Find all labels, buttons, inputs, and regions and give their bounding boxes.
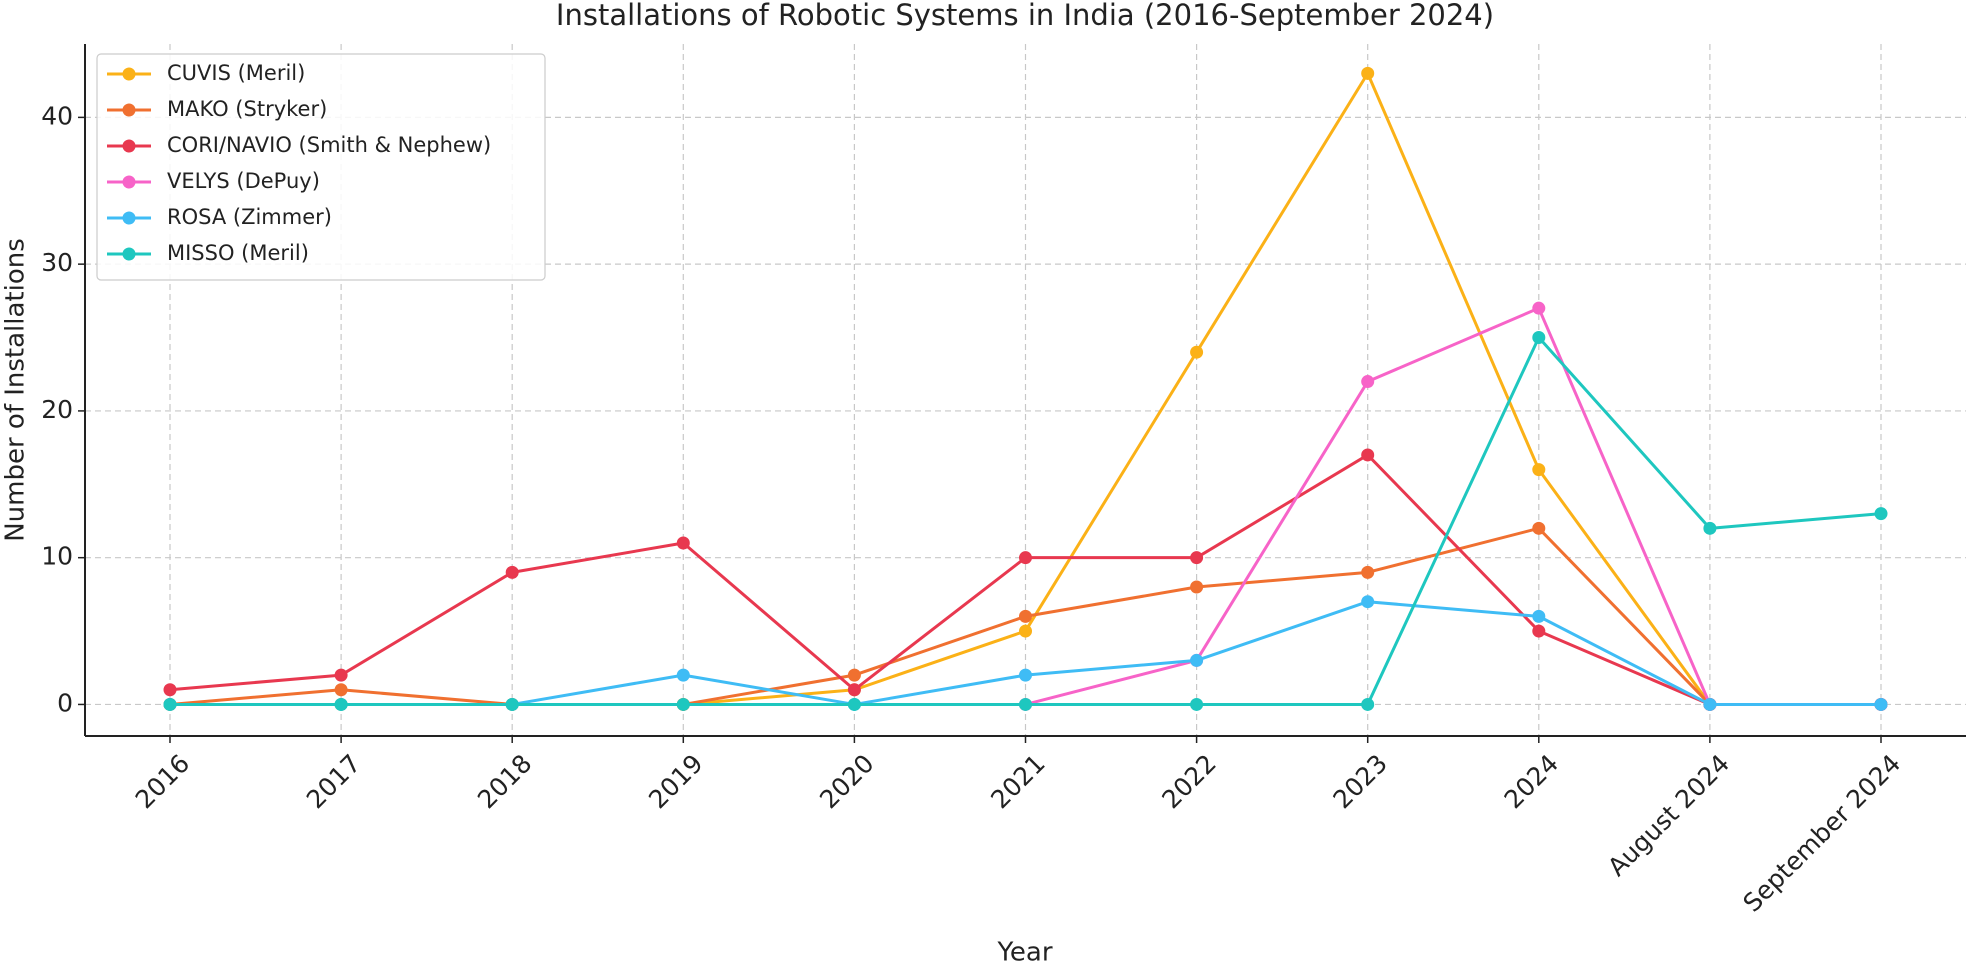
x-tick-label: 2017: [301, 749, 366, 814]
data-point: [1703, 697, 1717, 711]
legend-label: MISSO (Meril): [167, 241, 309, 265]
data-point: [1019, 551, 1032, 565]
data-point: [1532, 521, 1546, 535]
data-point: [847, 683, 861, 697]
y-tick-label: 30: [41, 248, 73, 277]
y-axis-label: Number of Installations: [1, 238, 31, 542]
data-point: [1874, 507, 1888, 521]
data-point: [1532, 624, 1546, 638]
x-tick-label: 2024: [1499, 749, 1564, 814]
data-point: [163, 697, 177, 711]
legend-swatch: [122, 247, 136, 261]
data-point: [505, 697, 519, 711]
legend-swatch: [122, 67, 136, 81]
x-tick-label: 2020: [814, 749, 879, 814]
legend-label: CORI/NAVIO (Smith & Nephew): [167, 133, 491, 157]
legend-label: MAKO (Stryker): [167, 97, 327, 121]
data-point: [1874, 697, 1888, 711]
data-point: [1703, 521, 1717, 535]
data-point: [847, 668, 861, 682]
x-tick-label: August 2024: [1602, 749, 1735, 882]
data-point: [334, 683, 348, 697]
data-point: [1361, 697, 1375, 711]
x-tick-label: 2019: [643, 749, 708, 814]
data-point: [1019, 609, 1032, 623]
data-point: [1532, 609, 1546, 623]
data-point: [1532, 331, 1546, 345]
data-point: [1190, 345, 1204, 359]
data-point: [1190, 551, 1204, 565]
data-point: [334, 697, 348, 711]
data-point: [1361, 595, 1375, 609]
data-point: [334, 668, 348, 682]
x-tick-label: 2018: [472, 749, 537, 814]
data-point: [1019, 668, 1032, 682]
data-point: [676, 697, 690, 711]
data-point: [505, 565, 519, 579]
x-tick-label: 2016: [130, 749, 195, 814]
y-tick-label: 0: [57, 688, 73, 717]
data-point: [163, 683, 177, 697]
legend-swatch: [122, 211, 136, 225]
data-point: [1019, 624, 1032, 638]
data-point: [847, 697, 861, 711]
data-point: [1532, 301, 1546, 315]
data-point: [1361, 66, 1375, 80]
series-line: [1025, 306, 1881, 706]
legend-swatch: [122, 103, 136, 117]
legend-swatch: [122, 175, 136, 189]
y-tick-label: 10: [41, 542, 73, 571]
data-point: [676, 668, 690, 682]
x-tick-label: 2022: [1156, 749, 1221, 814]
legend-label: ROSA (Zimmer): [167, 205, 332, 229]
data-point: [1019, 697, 1032, 711]
legend-box: [96, 53, 546, 281]
legend-swatch: [122, 139, 136, 153]
x-tick-label: 2021: [985, 749, 1050, 814]
x-axis-label: Year: [996, 938, 1052, 968]
data-point: [1190, 580, 1204, 594]
data-point: [676, 536, 690, 550]
data-point: [1361, 448, 1375, 462]
data-point: [1361, 565, 1375, 579]
chart-title: Installations of Robotic Systems in Indi…: [556, 0, 1494, 32]
x-tick-label: September 2024: [1737, 749, 1906, 918]
legend-label: VELYS (DePuy): [167, 169, 320, 193]
data-point: [1190, 653, 1204, 667]
y-tick-label: 40: [41, 101, 73, 130]
legend-label: CUVIS (Meril): [167, 61, 305, 85]
data-point: [1532, 463, 1546, 477]
y-tick-label: 20: [41, 395, 73, 424]
data-point: [1361, 375, 1375, 389]
x-tick-label: 2023: [1327, 749, 1392, 814]
data-point: [1190, 697, 1204, 711]
